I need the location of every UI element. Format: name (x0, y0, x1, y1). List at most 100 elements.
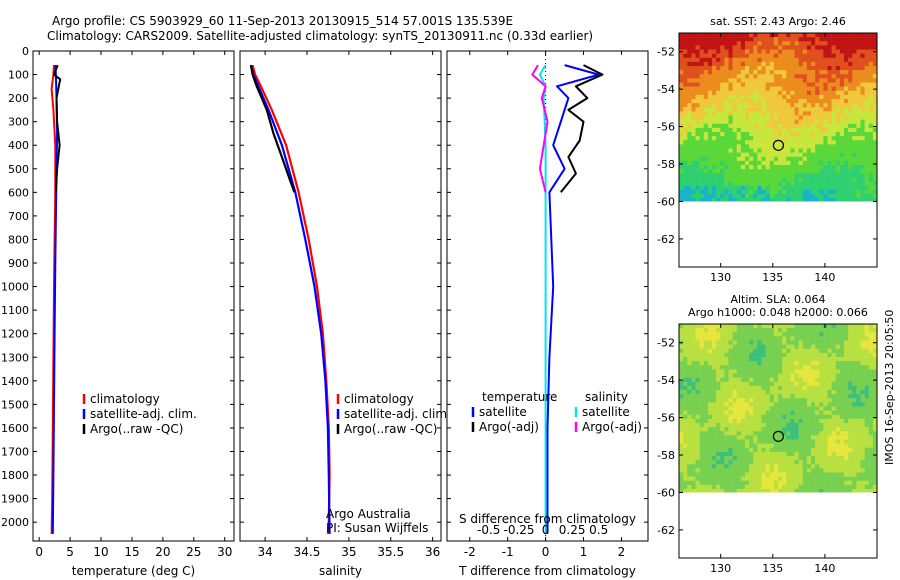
map-cell (852, 464, 857, 469)
map-cell (720, 123, 725, 129)
map-cell (868, 123, 874, 129)
map-cell (761, 45, 766, 50)
map-cell (724, 127, 729, 133)
map-cell (707, 99, 713, 104)
map-cell (819, 140, 824, 145)
map-cell (802, 439, 808, 444)
map-cell (695, 447, 700, 453)
map-cell (831, 489, 837, 493)
map-cell (864, 344, 870, 350)
map-cell (753, 489, 758, 493)
map-cell (844, 340, 849, 345)
map-cell (736, 361, 742, 366)
map-cell (802, 156, 808, 162)
map-cell (736, 140, 742, 145)
map-cell (835, 352, 841, 358)
map-cell (757, 160, 762, 166)
map-cell (765, 456, 771, 461)
map-cell (811, 377, 816, 383)
map-cell (848, 435, 853, 440)
map-cell (749, 57, 754, 63)
map-cell (679, 70, 684, 75)
map-cell (819, 414, 824, 420)
map-cell (695, 480, 700, 486)
map-cell (712, 193, 717, 199)
map-cell (860, 160, 865, 166)
map-cell (815, 74, 820, 79)
map-cell (848, 365, 853, 370)
map-cell (798, 86, 804, 92)
map-cell (753, 156, 758, 162)
map-cell (778, 406, 783, 411)
map-cell (835, 115, 841, 120)
map-cell (798, 132, 804, 137)
map-cell (823, 443, 828, 449)
map-cell (695, 185, 700, 191)
map-cell (749, 456, 754, 461)
map-cell (852, 344, 857, 350)
map-cell (749, 152, 754, 158)
map-cell (699, 464, 705, 469)
map-cell (703, 332, 709, 337)
map-cell (720, 165, 725, 170)
map-cell (736, 476, 742, 482)
map-cell (761, 336, 766, 341)
map-cell (823, 369, 828, 374)
map-cell (683, 45, 688, 50)
map-cell (732, 414, 738, 420)
map-cell (868, 443, 874, 449)
map-cell (778, 111, 783, 116)
map-cell (683, 198, 688, 202)
map-cell (786, 107, 791, 112)
map-cell (769, 381, 775, 387)
map-cell (724, 37, 729, 42)
map-cell (761, 456, 766, 461)
map-cell (868, 49, 874, 54)
map-cell (703, 431, 709, 436)
map-cell (827, 66, 832, 71)
map-cell (811, 324, 816, 329)
map-cell (683, 431, 688, 436)
map-cell (848, 173, 853, 178)
map-cell (679, 156, 684, 162)
map-cell (827, 99, 832, 104)
map-cell (798, 460, 804, 465)
map-cell (815, 427, 820, 432)
map-cell (761, 94, 766, 100)
map-cell (691, 115, 696, 120)
map-cell (736, 41, 742, 46)
map-cell (720, 361, 725, 366)
map-cell (798, 489, 804, 493)
map-cell (819, 328, 824, 333)
map-cell (773, 348, 779, 354)
map-cell (811, 385, 816, 391)
map-cell (852, 357, 857, 362)
map-cell (736, 107, 742, 112)
map-cell (786, 373, 791, 378)
map-cell (806, 148, 812, 153)
y-tick-label: 600 (8, 186, 29, 199)
map-cell (815, 57, 820, 63)
map-cell (860, 447, 865, 453)
map-cell (872, 324, 878, 329)
map-cell (769, 61, 775, 67)
map-cell (728, 443, 733, 449)
map-cell (712, 74, 717, 79)
map-cell (757, 414, 762, 420)
map-cell (749, 381, 754, 387)
map-cell (782, 410, 787, 416)
map-cell (716, 398, 721, 403)
map-cell (769, 165, 775, 170)
map-cell (753, 361, 758, 366)
map-cell (802, 103, 808, 108)
map-cell (782, 99, 787, 104)
map-cell (753, 78, 758, 83)
map-cell (753, 123, 758, 129)
map-cell (806, 406, 812, 411)
map-cell (823, 472, 828, 477)
map-cell (831, 61, 837, 67)
map-cell (753, 111, 758, 116)
map-cell (827, 357, 832, 362)
map-cell (802, 406, 808, 411)
map-cell (716, 99, 721, 104)
